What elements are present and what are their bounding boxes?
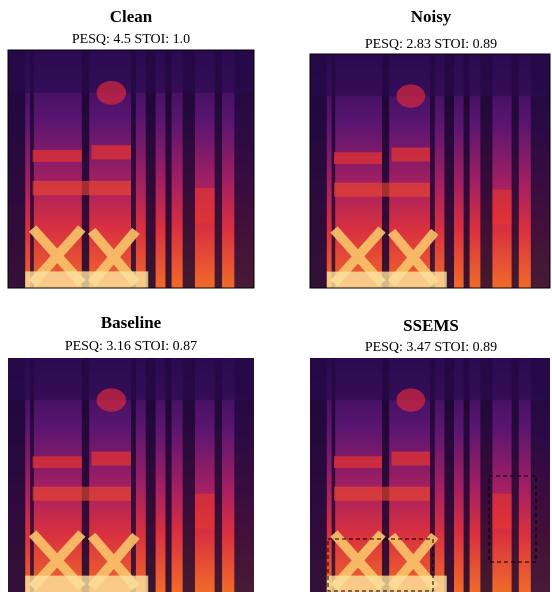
panel-metrics: PESQ: 3.47 STOI: 0.89 (365, 340, 497, 355)
highlight-box (488, 475, 537, 563)
panel-title: Noisy (411, 7, 452, 26)
panel-title: Baseline (101, 313, 162, 332)
spectrogram (8, 50, 254, 288)
panel-metrics: PESQ: 3.16 STOI: 0.87 (65, 339, 197, 354)
highlight-box (327, 538, 434, 592)
spectrogram (310, 358, 550, 592)
frame (7, 49, 255, 289)
panel-title: Clean (110, 7, 153, 26)
spectrogram (8, 358, 254, 592)
panel-metrics: PESQ: 2.83 STOI: 0.89 (365, 37, 497, 52)
frame (309, 53, 551, 289)
panel-title: SSEMS (403, 316, 459, 335)
spectrogram (310, 54, 550, 288)
panel-metrics: PESQ: 4.5 STOI: 1.0 (72, 32, 190, 47)
